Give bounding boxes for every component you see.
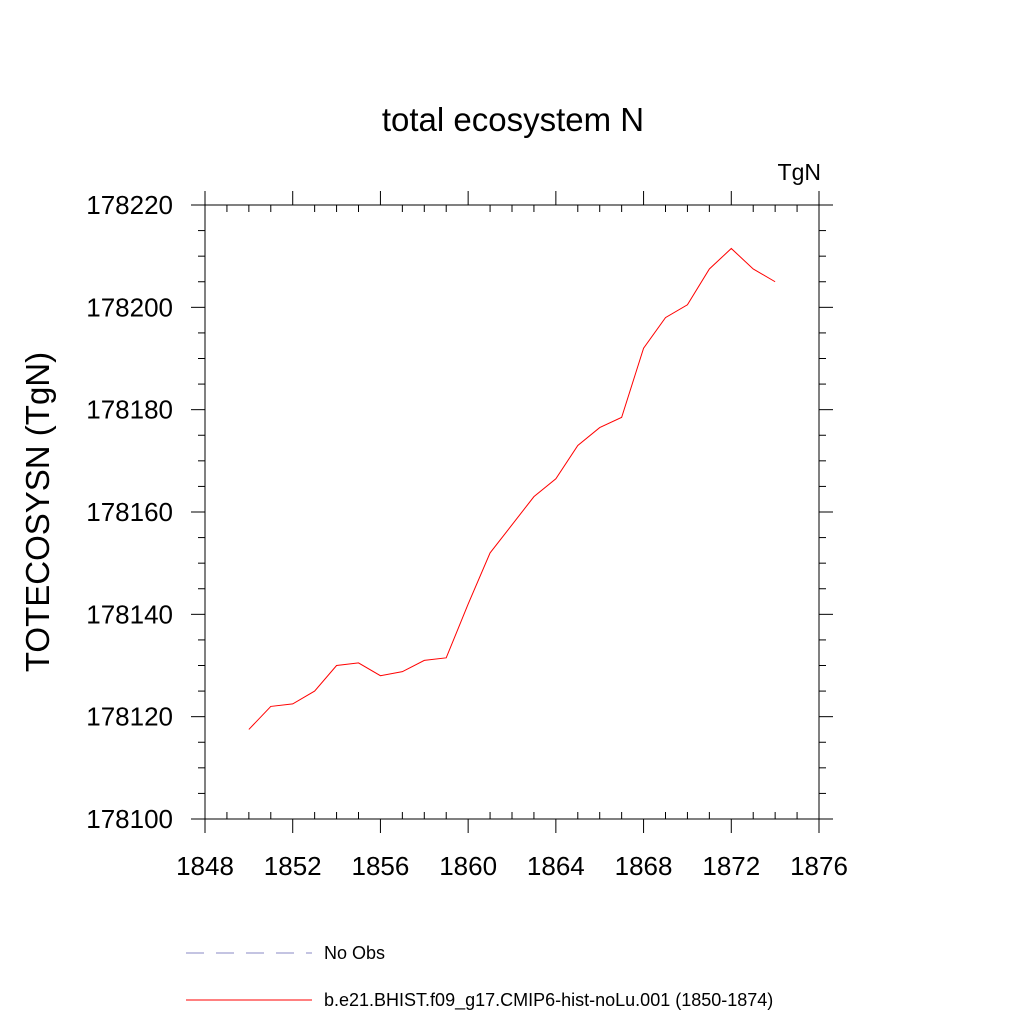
x-tick-label: 1856 xyxy=(352,851,410,881)
x-tick-label: 1864 xyxy=(527,851,585,881)
y-tick-label: 178140 xyxy=(86,599,173,629)
y-tick-labels: 178100 178120 178140 178160 178180 178200 1782… xyxy=(86,190,173,834)
legend-label-no-obs: No Obs xyxy=(324,943,385,963)
x-tick-label: 1860 xyxy=(439,851,497,881)
x-tick-label: 1868 xyxy=(615,851,673,881)
legend-label-model-run: b.e21.BHIST.f09_g17.CMIP6-hist-noLu.001 … xyxy=(324,990,773,1011)
series-layer xyxy=(248,247,776,730)
plot-frame xyxy=(204,204,820,820)
units-label: TgN xyxy=(778,159,821,185)
x-tick-label: 1876 xyxy=(790,851,848,881)
x-tick-label: 1872 xyxy=(702,851,760,881)
y-tick-label: 178220 xyxy=(86,190,173,220)
x-tick-labels: 1848 1852 1856 1860 1864 1868 1872 1876 xyxy=(176,851,848,881)
y-tick-label: 178180 xyxy=(86,395,173,425)
axis-ticks xyxy=(191,191,833,833)
y-axis-label: TOTECOSYSN (TgN) xyxy=(19,352,56,672)
y-tick-label: 178120 xyxy=(86,702,173,732)
y-tick-label: 178100 xyxy=(86,804,173,834)
y-tick-label: 178160 xyxy=(86,497,173,527)
x-tick-label: 1848 xyxy=(176,851,234,881)
chart-title: total ecosystem N xyxy=(382,101,644,138)
x-tick-label: 1852 xyxy=(264,851,322,881)
legend: No Obs b.e21.BHIST.f09_g17.CMIP6-hist-no… xyxy=(186,943,773,1011)
y-tick-label: 178200 xyxy=(86,292,173,322)
series-line xyxy=(248,247,776,730)
